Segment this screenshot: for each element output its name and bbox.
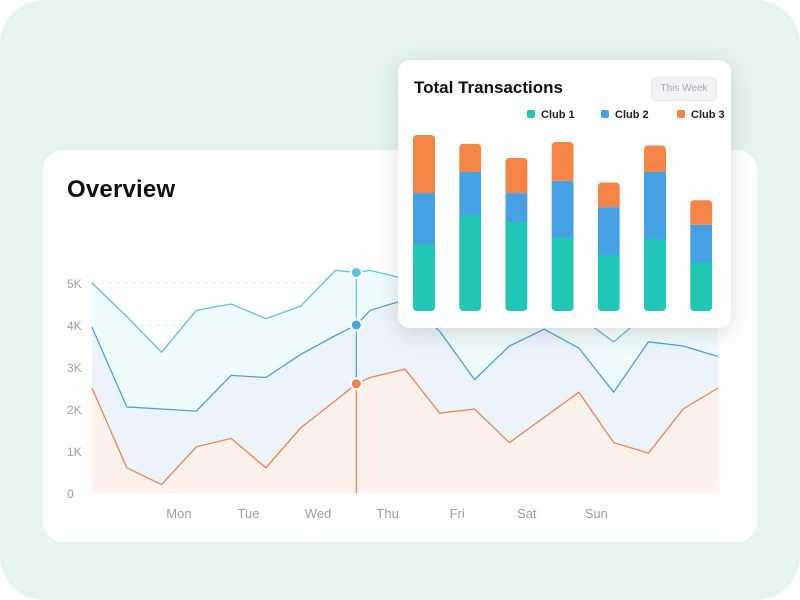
legend-club-3: Club 3 bbox=[677, 109, 725, 121]
bar-segment-club-2 bbox=[551, 180, 574, 238]
x-tick-label: Thu bbox=[376, 506, 398, 521]
bar-segment-club-2 bbox=[597, 207, 620, 256]
bar-segment-club-1 bbox=[690, 261, 713, 311]
bar-stack bbox=[413, 135, 435, 311]
bar-segment-club-3 bbox=[597, 182, 620, 208]
series-middle-line bbox=[91, 299, 719, 412]
highlight-point-top bbox=[349, 266, 363, 279]
y-tick-label: 3K bbox=[67, 361, 82, 375]
bar-segment-club-3 bbox=[690, 200, 713, 225]
series-bottom-line bbox=[91, 368, 719, 486]
bar-segment-club-3 bbox=[644, 145, 666, 172]
bar-segment-club-3 bbox=[551, 142, 574, 181]
period-selector-button[interactable]: This Week bbox=[651, 77, 717, 101]
x-tick-label: Sun bbox=[585, 506, 608, 521]
legend-club-2: Club 2 bbox=[601, 109, 649, 121]
bar-segment-club-3 bbox=[459, 143, 482, 172]
legend-club-3-label: Club 3 bbox=[691, 109, 725, 121]
bar-segment-club-3 bbox=[505, 157, 528, 194]
bar-segment-club-2 bbox=[644, 171, 666, 240]
y-tick-label: 1K bbox=[67, 445, 82, 459]
bar-segment-club-1 bbox=[551, 237, 574, 312]
transactions-title: Total Transactions bbox=[414, 78, 563, 97]
bar-stack bbox=[597, 182, 620, 311]
transactions-legend: Club 1 Club 2 Club 3 bbox=[398, 109, 731, 123]
transactions-card: Total Transactions This Week Club 1 Club… bbox=[398, 60, 731, 328]
highlight-point-middle bbox=[349, 318, 363, 332]
x-tick-label: Mon bbox=[166, 506, 191, 521]
overview-title: Overview bbox=[67, 176, 176, 203]
legend-club-1-label: Club 1 bbox=[541, 109, 575, 121]
bar-segment-club-1 bbox=[644, 238, 666, 311]
bar-segment-club-1 bbox=[597, 254, 620, 311]
transactions-bar-chart bbox=[413, 135, 713, 312]
bar-stack bbox=[644, 145, 666, 311]
legend-club-1: Club 1 bbox=[527, 109, 575, 121]
bar-segment-club-2 bbox=[413, 193, 435, 245]
y-tick-label: 4K bbox=[67, 319, 82, 333]
y-tick-label: 0 bbox=[67, 487, 74, 501]
club-3-swatch-icon bbox=[677, 110, 685, 118]
bar-segment-club-1 bbox=[505, 221, 528, 311]
bar-stack bbox=[690, 200, 713, 311]
bar-stack bbox=[459, 143, 482, 311]
bar-segment-club-1 bbox=[413, 244, 435, 311]
x-tick-label: Wed bbox=[305, 506, 332, 521]
club-2-swatch-icon bbox=[601, 110, 609, 118]
x-tick-label: Tue bbox=[238, 506, 260, 521]
bar-segment-club-3 bbox=[413, 135, 435, 194]
series-top-line bbox=[91, 269, 719, 354]
legend-club-2-label: Club 2 bbox=[615, 109, 649, 121]
middle-band-area bbox=[92, 299, 718, 485]
bottom-band-area bbox=[92, 369, 718, 493]
bar-segment-club-1 bbox=[459, 214, 482, 311]
highlight-point-bottom bbox=[349, 377, 363, 391]
bar-segment-club-2 bbox=[459, 171, 482, 215]
bar-stack bbox=[551, 142, 574, 312]
y-tick-label: 2K bbox=[67, 403, 82, 417]
x-tick-label: Fri bbox=[450, 506, 465, 521]
club-1-swatch-icon bbox=[527, 110, 535, 118]
x-tick-label: Sat bbox=[517, 506, 537, 521]
y-tick-label: 5K bbox=[67, 277, 82, 291]
bar-segment-club-2 bbox=[690, 224, 713, 263]
bar-stack bbox=[505, 157, 528, 311]
bar-segment-club-2 bbox=[505, 193, 528, 222]
